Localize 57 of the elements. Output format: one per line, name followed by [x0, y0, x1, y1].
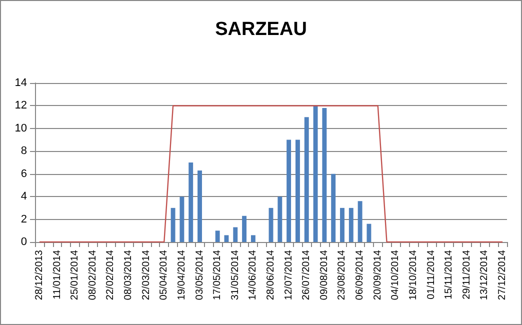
bar: [366, 224, 372, 242]
bar: [358, 201, 362, 242]
bar: [180, 196, 184, 242]
bar: [242, 216, 247, 242]
bar: [322, 108, 327, 242]
x-tick-label: 20/09/2014: [372, 250, 384, 300]
x-tick-label: 12/07/2014: [283, 250, 294, 300]
bar: [268, 208, 274, 242]
y-tick-label: 14: [14, 77, 27, 89]
x-tick-label: 27/12/2014: [497, 250, 508, 300]
y-tick-label: 10: [14, 122, 27, 134]
y-tick-label: 6: [20, 168, 27, 180]
bar: [224, 235, 229, 242]
x-tick-label: 05/04/2014: [158, 250, 170, 300]
x-tick-label: 28/06/2014: [266, 250, 276, 300]
bar: [215, 230, 220, 242]
bar: [233, 227, 238, 242]
x-tick-label: 28/12/2013: [34, 250, 45, 300]
x-tick-label: 26/07/2014: [301, 250, 312, 300]
x-tick-label: 01/11/2014: [426, 250, 437, 300]
bar: [170, 208, 176, 242]
x-tick-label: 11/01/2014: [52, 250, 63, 300]
x-tick-label: 03/05/2014: [194, 250, 206, 300]
bar: [250, 235, 256, 242]
bar: [188, 162, 194, 242]
bar: [295, 140, 300, 242]
bar: [286, 140, 292, 242]
y-tick-label: 4: [20, 190, 27, 203]
x-tick-label: 23/08/2014: [336, 250, 348, 300]
bar: [313, 106, 318, 242]
x-tick-label: 08/02/2014: [87, 250, 98, 300]
x-tick-label: 31/05/2014: [230, 250, 241, 300]
bar: [198, 170, 202, 242]
bar: [340, 208, 344, 242]
x-tick-label: 18/10/2014: [408, 250, 419, 300]
x-tick-label: 08/03/2014: [123, 250, 134, 300]
x-tick-label: 13/12/2014: [479, 250, 490, 300]
x-tick-label: 14/06/2014: [248, 250, 259, 300]
y-tick-label: 2: [20, 213, 27, 226]
x-tick-label: 29/11/2014: [461, 250, 472, 300]
x-tick-label: 06/09/2014: [354, 250, 366, 300]
bar: [348, 208, 354, 242]
x-tick-label: 17/05/2014: [212, 250, 224, 300]
bar: [331, 174, 336, 242]
y-tick-label: 8: [20, 145, 27, 158]
x-tick-label: 22/03/2014: [140, 250, 152, 300]
bar: [278, 196, 282, 242]
chart-title: SARZEAU: [215, 19, 307, 40]
x-tick-label: 04/10/2014: [390, 250, 402, 300]
y-tick-label: 0: [20, 236, 27, 248]
x-tick-label: 09/08/2014: [318, 250, 330, 300]
x-tick-label: 25/01/2014: [70, 250, 81, 300]
x-tick-label: 22/02/2014: [105, 250, 116, 300]
bar: [304, 117, 309, 242]
x-tick-label: 15/11/2014: [444, 250, 455, 300]
x-tick-label: 19/04/2014: [176, 250, 188, 300]
y-tick-label: 12: [14, 100, 27, 112]
